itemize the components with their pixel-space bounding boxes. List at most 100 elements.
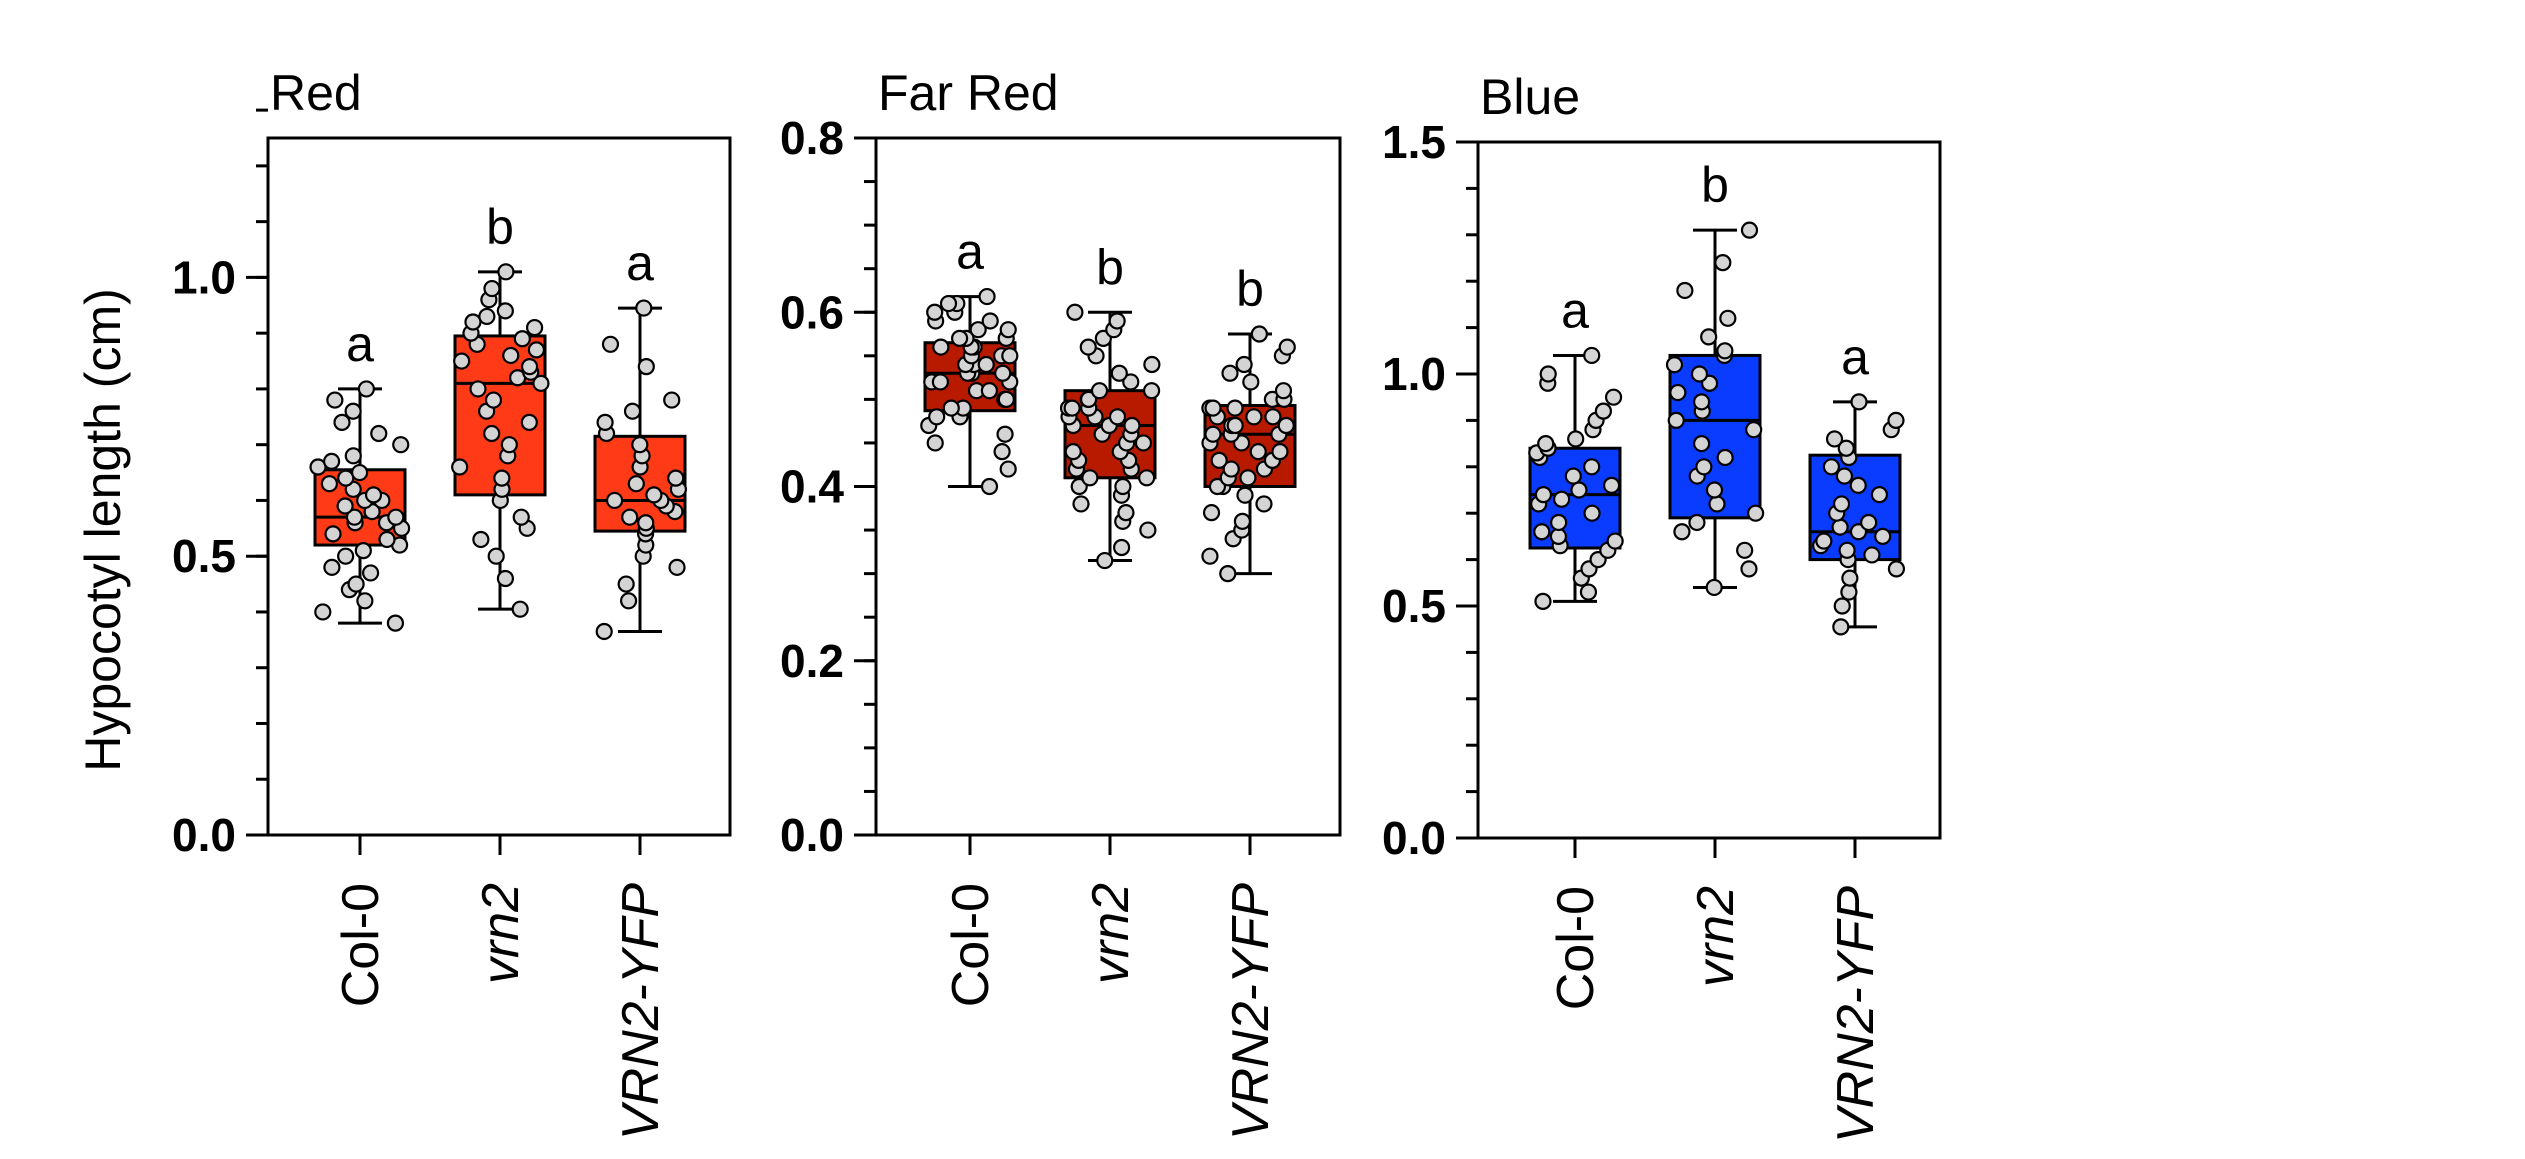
data-point — [496, 302, 514, 320]
data-point — [1113, 538, 1131, 557]
data-point — [387, 508, 405, 526]
data-point — [1079, 390, 1098, 408]
data-point — [1264, 408, 1282, 426]
x-category-label: vrn2 — [1082, 883, 1140, 984]
data-point — [999, 460, 1017, 478]
data-point — [596, 413, 614, 431]
data-point — [1870, 486, 1889, 504]
data-point — [493, 469, 511, 487]
data-point — [1081, 469, 1099, 487]
data-point — [997, 390, 1015, 408]
data-point — [931, 373, 950, 391]
data-point — [1134, 434, 1153, 452]
data-point — [1835, 467, 1854, 485]
data-point — [1143, 355, 1161, 374]
data-point — [1549, 527, 1568, 546]
data-point — [1567, 430, 1585, 448]
data-point — [345, 508, 364, 526]
chart-panels: Red 0.0 0.5 1.0 a Col-0 b vrn2 a VRN2-YFP Far Red 0… — [172, 65, 1942, 1143]
data-point — [1564, 467, 1582, 485]
data-point — [1249, 443, 1267, 461]
data-point — [1274, 382, 1293, 400]
y-tick-label: 0.4 — [780, 461, 844, 513]
data-point — [527, 341, 546, 359]
data-point — [1840, 583, 1858, 601]
data-point — [370, 424, 388, 443]
data-point — [1250, 325, 1268, 343]
data-point — [512, 508, 530, 526]
data-point — [1705, 481, 1724, 499]
data-point — [1863, 546, 1881, 564]
panel-2: Blue 0.0 0.5 1.0 1.5 a Col-0 b vrn2 a VRN2-YFP — [1382, 69, 1942, 1143]
data-point — [1667, 411, 1685, 429]
data-point — [336, 497, 354, 515]
data-point — [926, 434, 944, 452]
data-point — [323, 558, 341, 576]
data-point — [497, 263, 515, 281]
x-category-label: vrn2 — [472, 883, 530, 984]
data-point — [1139, 521, 1157, 539]
data-point — [663, 391, 681, 409]
significance-letter: a — [956, 224, 984, 280]
data-point — [1606, 532, 1624, 550]
data-point — [511, 600, 529, 618]
data-point — [496, 569, 515, 588]
data-point — [667, 469, 685, 487]
data-point — [1239, 469, 1257, 487]
data-point — [1204, 425, 1222, 443]
data-point — [1841, 569, 1859, 587]
data-point — [928, 408, 946, 426]
data-point — [326, 391, 344, 409]
data-point — [1849, 476, 1867, 494]
data-point — [453, 352, 471, 370]
data-point — [1001, 347, 1019, 365]
data-point — [1594, 402, 1612, 420]
data-point — [926, 303, 944, 321]
panel-1: Far Red 0.0 0.2 0.4 0.6 0.8 a Col-0 b vrn2 b VRN2-Y… — [780, 65, 1342, 1140]
y-tick-label: 0.8 — [780, 112, 844, 164]
y-tick-label: 0.0 — [780, 809, 844, 861]
data-point — [1226, 399, 1244, 417]
data-point — [1665, 356, 1684, 374]
data-point — [1219, 565, 1237, 583]
data-point — [1815, 532, 1833, 550]
data-point — [631, 436, 649, 454]
data-point — [1583, 458, 1601, 476]
data-point — [617, 575, 635, 593]
data-point — [1583, 346, 1601, 365]
y-tick-label: 1.0 — [1382, 348, 1446, 400]
data-point — [1108, 312, 1126, 330]
data-point — [1669, 383, 1687, 402]
data-point — [1695, 458, 1713, 476]
data-point — [1110, 364, 1128, 382]
data-point — [357, 380, 375, 398]
data-point — [1122, 373, 1140, 391]
data-point — [323, 452, 341, 471]
x-category-label: Col-0 — [942, 883, 1000, 1007]
data-point — [1745, 421, 1763, 439]
data-point — [1740, 221, 1759, 239]
data-point — [637, 514, 655, 532]
data-point — [1242, 373, 1260, 391]
data-point — [1690, 365, 1709, 383]
y-axis-label: Hypocotyl length (cm) — [75, 288, 131, 772]
data-point — [1236, 486, 1254, 504]
x-category-label: Col-0 — [332, 883, 390, 1007]
panel-title: Far Red — [878, 65, 1059, 121]
data-point — [1708, 495, 1726, 513]
data-point — [344, 402, 362, 420]
data-point — [337, 469, 355, 487]
data-point — [354, 542, 372, 560]
y-tick-label: 0.6 — [780, 286, 844, 338]
data-point — [999, 321, 1017, 339]
plot-frame — [1476, 140, 1942, 840]
data-point — [464, 313, 482, 331]
significance-letter: b — [1701, 157, 1729, 213]
panel-0: Red 0.0 0.5 1.0 a Col-0 b vrn2 a VRN2-YFP — [172, 65, 732, 1140]
data-point — [469, 380, 487, 398]
x-category-label: VRN2-YFP — [1827, 886, 1885, 1143]
data-point — [1537, 435, 1555, 453]
data-point — [483, 424, 501, 443]
data-point — [532, 374, 550, 392]
